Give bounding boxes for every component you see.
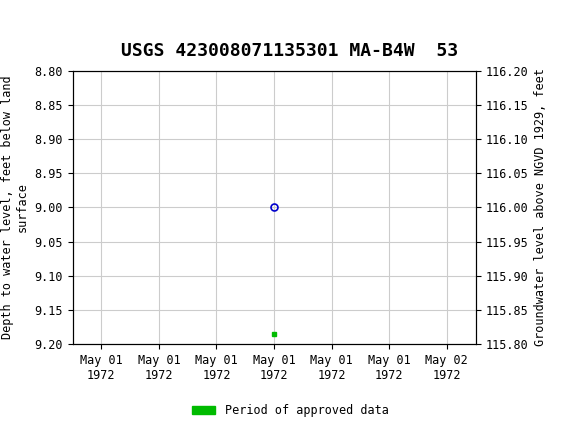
Text: USGS: USGS (32, 12, 75, 29)
Y-axis label: Depth to water level, feet below land
surface: Depth to water level, feet below land su… (1, 76, 29, 339)
Legend: Period of approved data: Period of approved data (187, 399, 393, 422)
Y-axis label: Groundwater level above NGVD 1929, feet: Groundwater level above NGVD 1929, feet (534, 68, 546, 347)
FancyBboxPatch shape (3, 3, 55, 37)
Text: USGS 423008071135301 MA-B4W  53: USGS 423008071135301 MA-B4W 53 (121, 42, 459, 60)
Text: ▓: ▓ (3, 6, 18, 35)
